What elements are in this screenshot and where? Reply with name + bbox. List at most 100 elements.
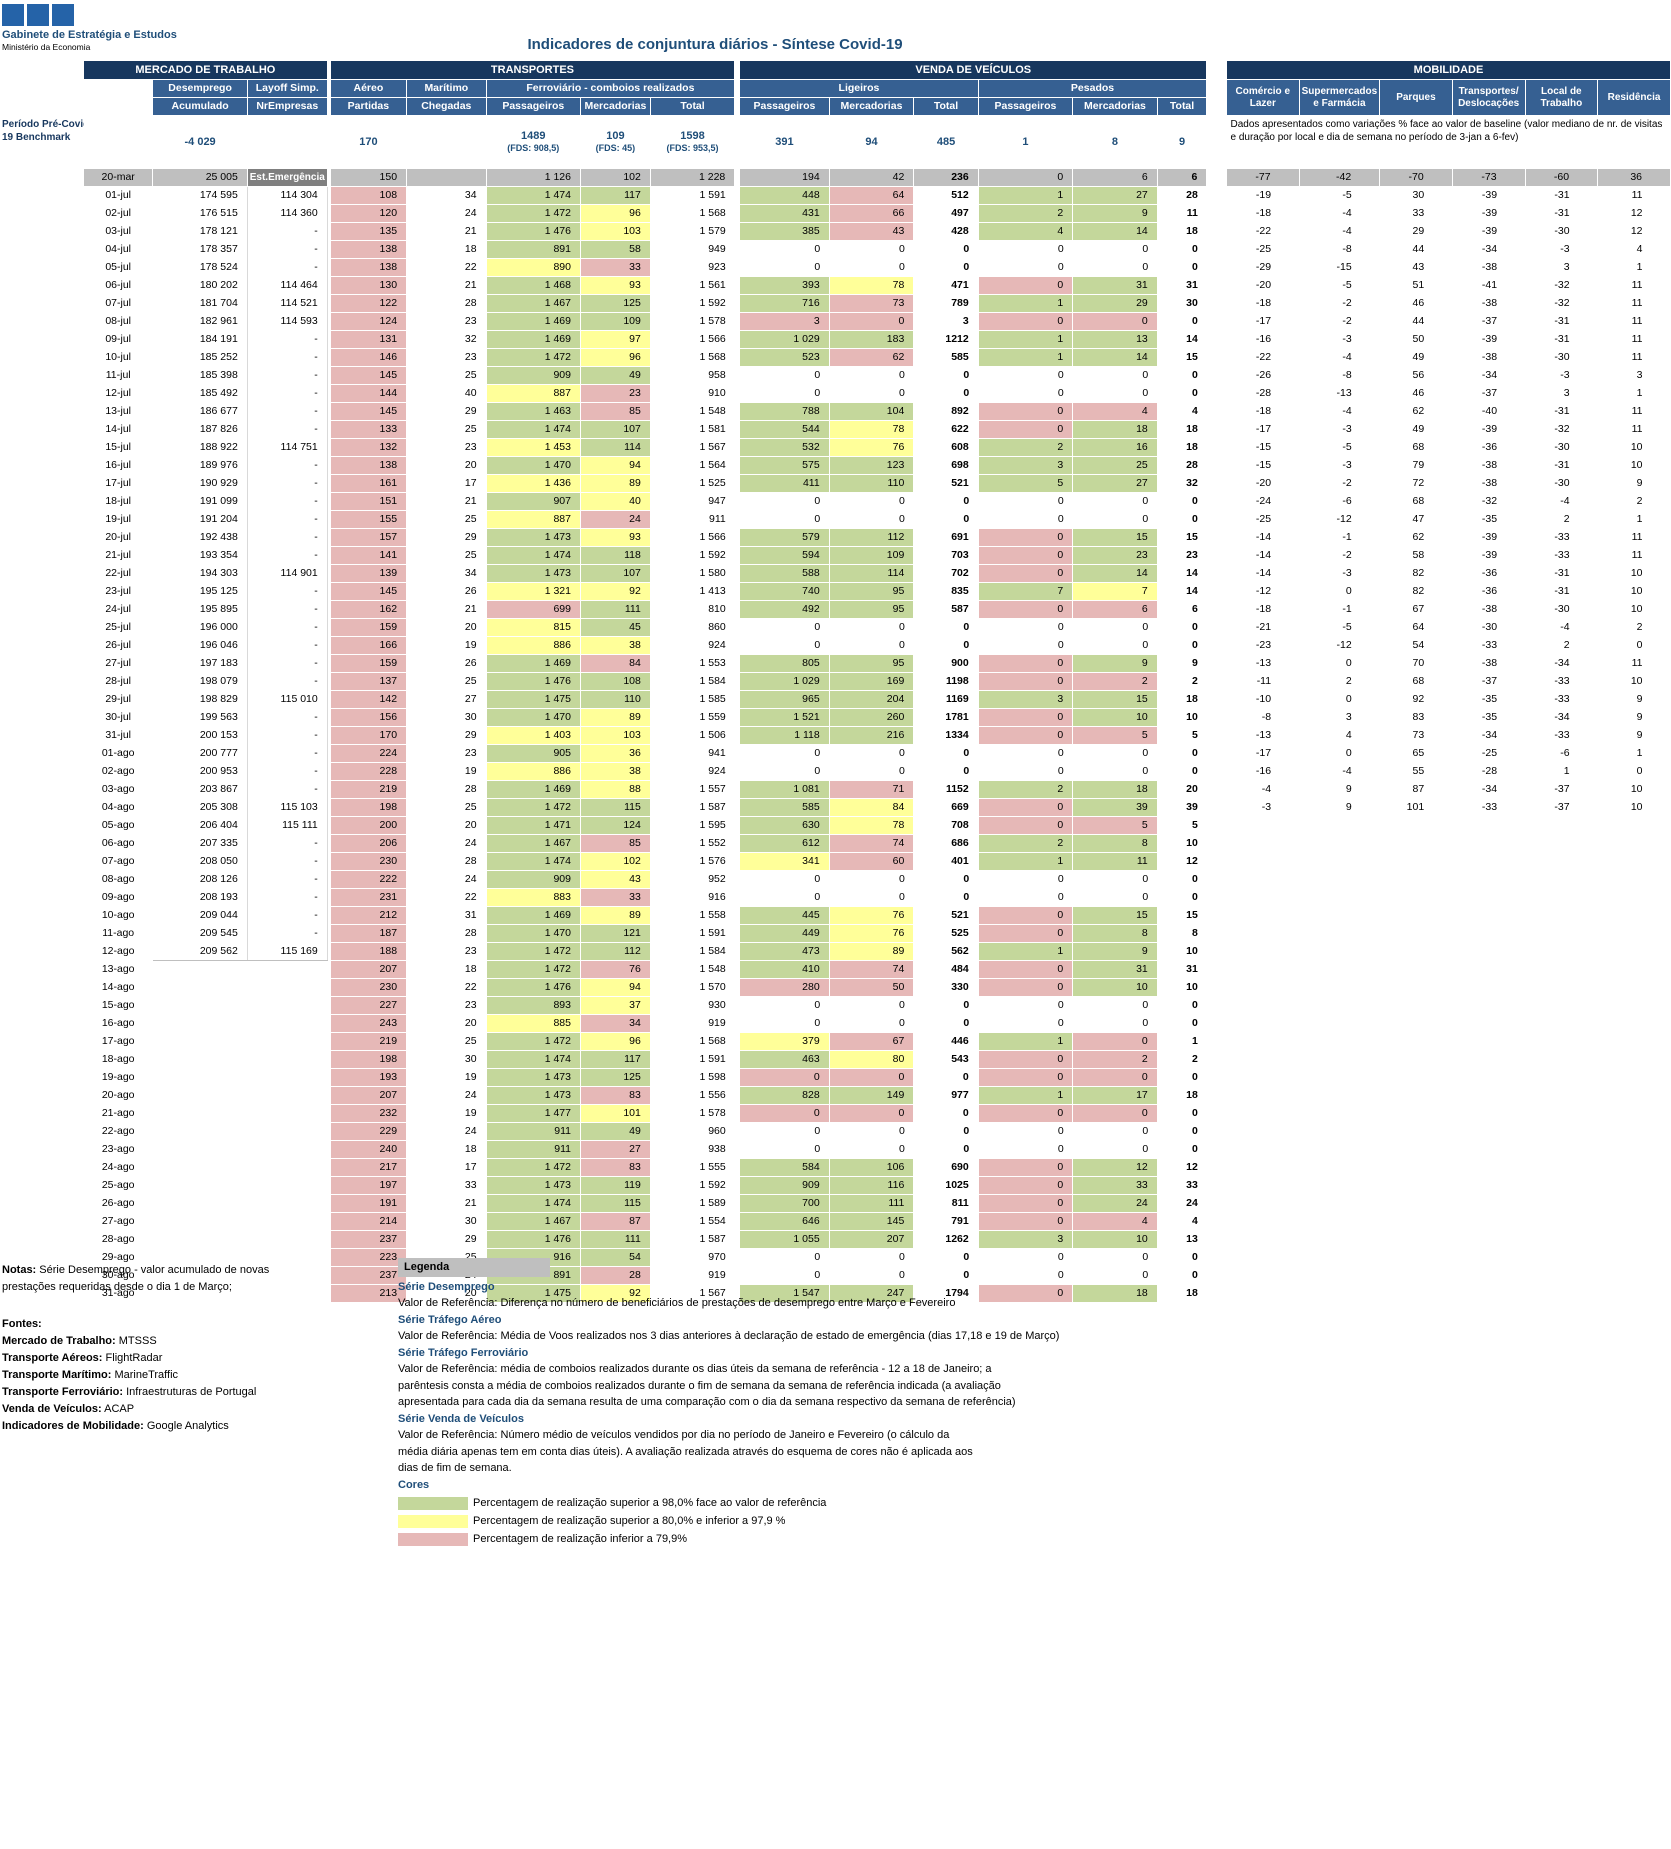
value-cell: 0 xyxy=(898,260,905,273)
value-cell: 947 xyxy=(708,495,726,507)
value-cell: 26 xyxy=(464,657,477,669)
value-cell: 977 xyxy=(951,1089,969,1101)
value-cell: 94 xyxy=(579,978,651,997)
value-cell: 114 751 xyxy=(247,438,328,457)
value-cell: 187 826 xyxy=(152,420,248,439)
date-cell: 01-ago xyxy=(101,747,135,759)
value-cell: - xyxy=(247,708,328,727)
value-cell: 104 xyxy=(828,402,915,421)
value-cell: 1 554 xyxy=(699,1215,726,1227)
value-cell: 562 xyxy=(951,945,969,957)
table-row: 18-jul 191 099-151 21 907 40 947 0 0 0 0 0 0 -24 -6 68… xyxy=(84,492,1671,511)
value-cell: 89 xyxy=(579,474,651,493)
mobility-cell xyxy=(1380,1159,1453,1177)
mobility-cell: 11 xyxy=(1631,189,1643,202)
mobility-cell: -12 xyxy=(1336,513,1352,525)
value-cell: 1 555 xyxy=(699,1161,726,1173)
value-cell: 31 xyxy=(1072,276,1158,295)
date-cell: 17-jul xyxy=(105,477,132,489)
mobility-cell: 12 xyxy=(1630,225,1643,237)
value-cell: 0 xyxy=(1191,765,1198,777)
mobility-cell: 10 xyxy=(1630,675,1643,687)
mobility-cell xyxy=(1299,1285,1380,1303)
value-cell: 96 xyxy=(579,348,651,367)
mobility-cell xyxy=(1598,1069,1671,1087)
value-cell: 21 xyxy=(464,225,477,237)
value-cell: 29 xyxy=(464,1233,477,1245)
mobility-cell xyxy=(1380,1123,1453,1141)
value-cell: 119 xyxy=(579,1176,651,1195)
value-cell: 208 193 xyxy=(152,888,248,907)
value-cell: 219 xyxy=(329,780,408,799)
table-row: 10-ago 209 044-212 31 1 469 89 1 558 445 76 521 0… xyxy=(84,906,1671,925)
mobility-cell: -39 xyxy=(1481,423,1498,435)
date-cell: 05-ago xyxy=(101,819,135,831)
value-cell: 1 xyxy=(977,186,1074,205)
value-cell: - xyxy=(247,618,328,637)
value-cell: 115 xyxy=(579,1194,651,1213)
mobility-cell: -26 xyxy=(1255,369,1272,381)
value-cell: 23 xyxy=(464,351,477,363)
value-cell: 80 xyxy=(828,1050,915,1069)
source-line: Mercado de Trabalho: MTSSS xyxy=(2,1335,157,1347)
value-cell: 25 xyxy=(464,1035,477,1047)
table-row: 20-ago 207 24 1 473 83 1 556 828 149 977 1 17 18 xyxy=(84,1086,1671,1105)
value-cell: 1 471 xyxy=(485,816,581,835)
mobility-cell xyxy=(1452,817,1525,835)
mobility-cell xyxy=(1380,1177,1453,1195)
value-cell: 1 598 xyxy=(699,1071,726,1083)
table-row: 12-ago 209 562 115 169 188 23 1 472 112 1 584 47… xyxy=(84,942,1671,961)
value-cell: 12 xyxy=(1186,855,1198,867)
value-cell: 28 xyxy=(1186,459,1198,471)
value-cell: 213 xyxy=(329,1284,408,1303)
mobility-cell: -3 xyxy=(1342,333,1352,345)
mobility-cell xyxy=(1226,997,1299,1015)
mobility-cell xyxy=(1598,1267,1671,1285)
mobility-cell: -42 xyxy=(1298,168,1381,187)
mobility-cell xyxy=(1299,889,1380,907)
value-cell: 708 xyxy=(951,819,969,831)
value-cell: 174 595 xyxy=(152,186,248,205)
value-cell: 909 xyxy=(739,1176,830,1195)
logo-org-name: Gabinete de Estratégia e Estudos xyxy=(2,29,177,41)
mobility-cell: 0 xyxy=(1345,693,1352,705)
value-cell: 115 010 xyxy=(247,690,328,709)
value-cell: 497 xyxy=(951,207,969,219)
mobility-cell: 9 xyxy=(1636,729,1643,741)
value-cell: 26 xyxy=(464,585,477,597)
date-cell: 26-ago xyxy=(101,1197,135,1209)
value-cell: 196 000 xyxy=(152,618,248,637)
value-cell: 0 xyxy=(963,387,970,399)
value-cell: 155 xyxy=(329,510,408,529)
mobility-cell xyxy=(1226,925,1299,943)
value-cell: 280 xyxy=(739,978,830,997)
value-cell: 3 xyxy=(977,456,1074,475)
value-cell: 10 xyxy=(1186,711,1198,723)
value-cell: 159 xyxy=(329,618,408,637)
value-cell: 448 xyxy=(739,186,830,205)
value-cell xyxy=(153,1087,247,1105)
value-cell: 1 474 xyxy=(485,420,581,439)
mobility-cell: -37 xyxy=(1481,315,1498,327)
source-line: Transporte Marítimo: MarineTraffic xyxy=(2,1369,179,1381)
value-cell: 885 xyxy=(485,1014,581,1033)
value-cell: 161 xyxy=(329,474,408,493)
value-cell: 0 xyxy=(1142,243,1149,256)
value-cell: 50 xyxy=(828,978,915,997)
value-cell: 9 xyxy=(1191,657,1198,669)
value-cell: 1 548 xyxy=(699,405,726,417)
value-cell: 111 xyxy=(579,1230,651,1249)
table-row: 24-ago 217 17 1 472 83 1 555 584 106 690 0 12 12 xyxy=(84,1158,1671,1177)
mobility-cell: 79 xyxy=(1412,459,1425,471)
mobility-cell xyxy=(1598,1231,1671,1249)
value-cell: 108 xyxy=(579,672,651,691)
mobility-cell xyxy=(1452,1177,1525,1195)
mobility-cell xyxy=(1380,961,1453,979)
value-cell: 18 xyxy=(464,963,477,975)
value-cell: 544 xyxy=(739,420,830,439)
value-cell: 4 xyxy=(1072,402,1158,421)
swatch-text: Percentagem de realização superior a 80,… xyxy=(473,1514,786,1527)
mobility-cell xyxy=(1452,907,1525,925)
mobility-cell xyxy=(1299,1069,1380,1087)
mobility-cell: -38 xyxy=(1481,657,1498,669)
